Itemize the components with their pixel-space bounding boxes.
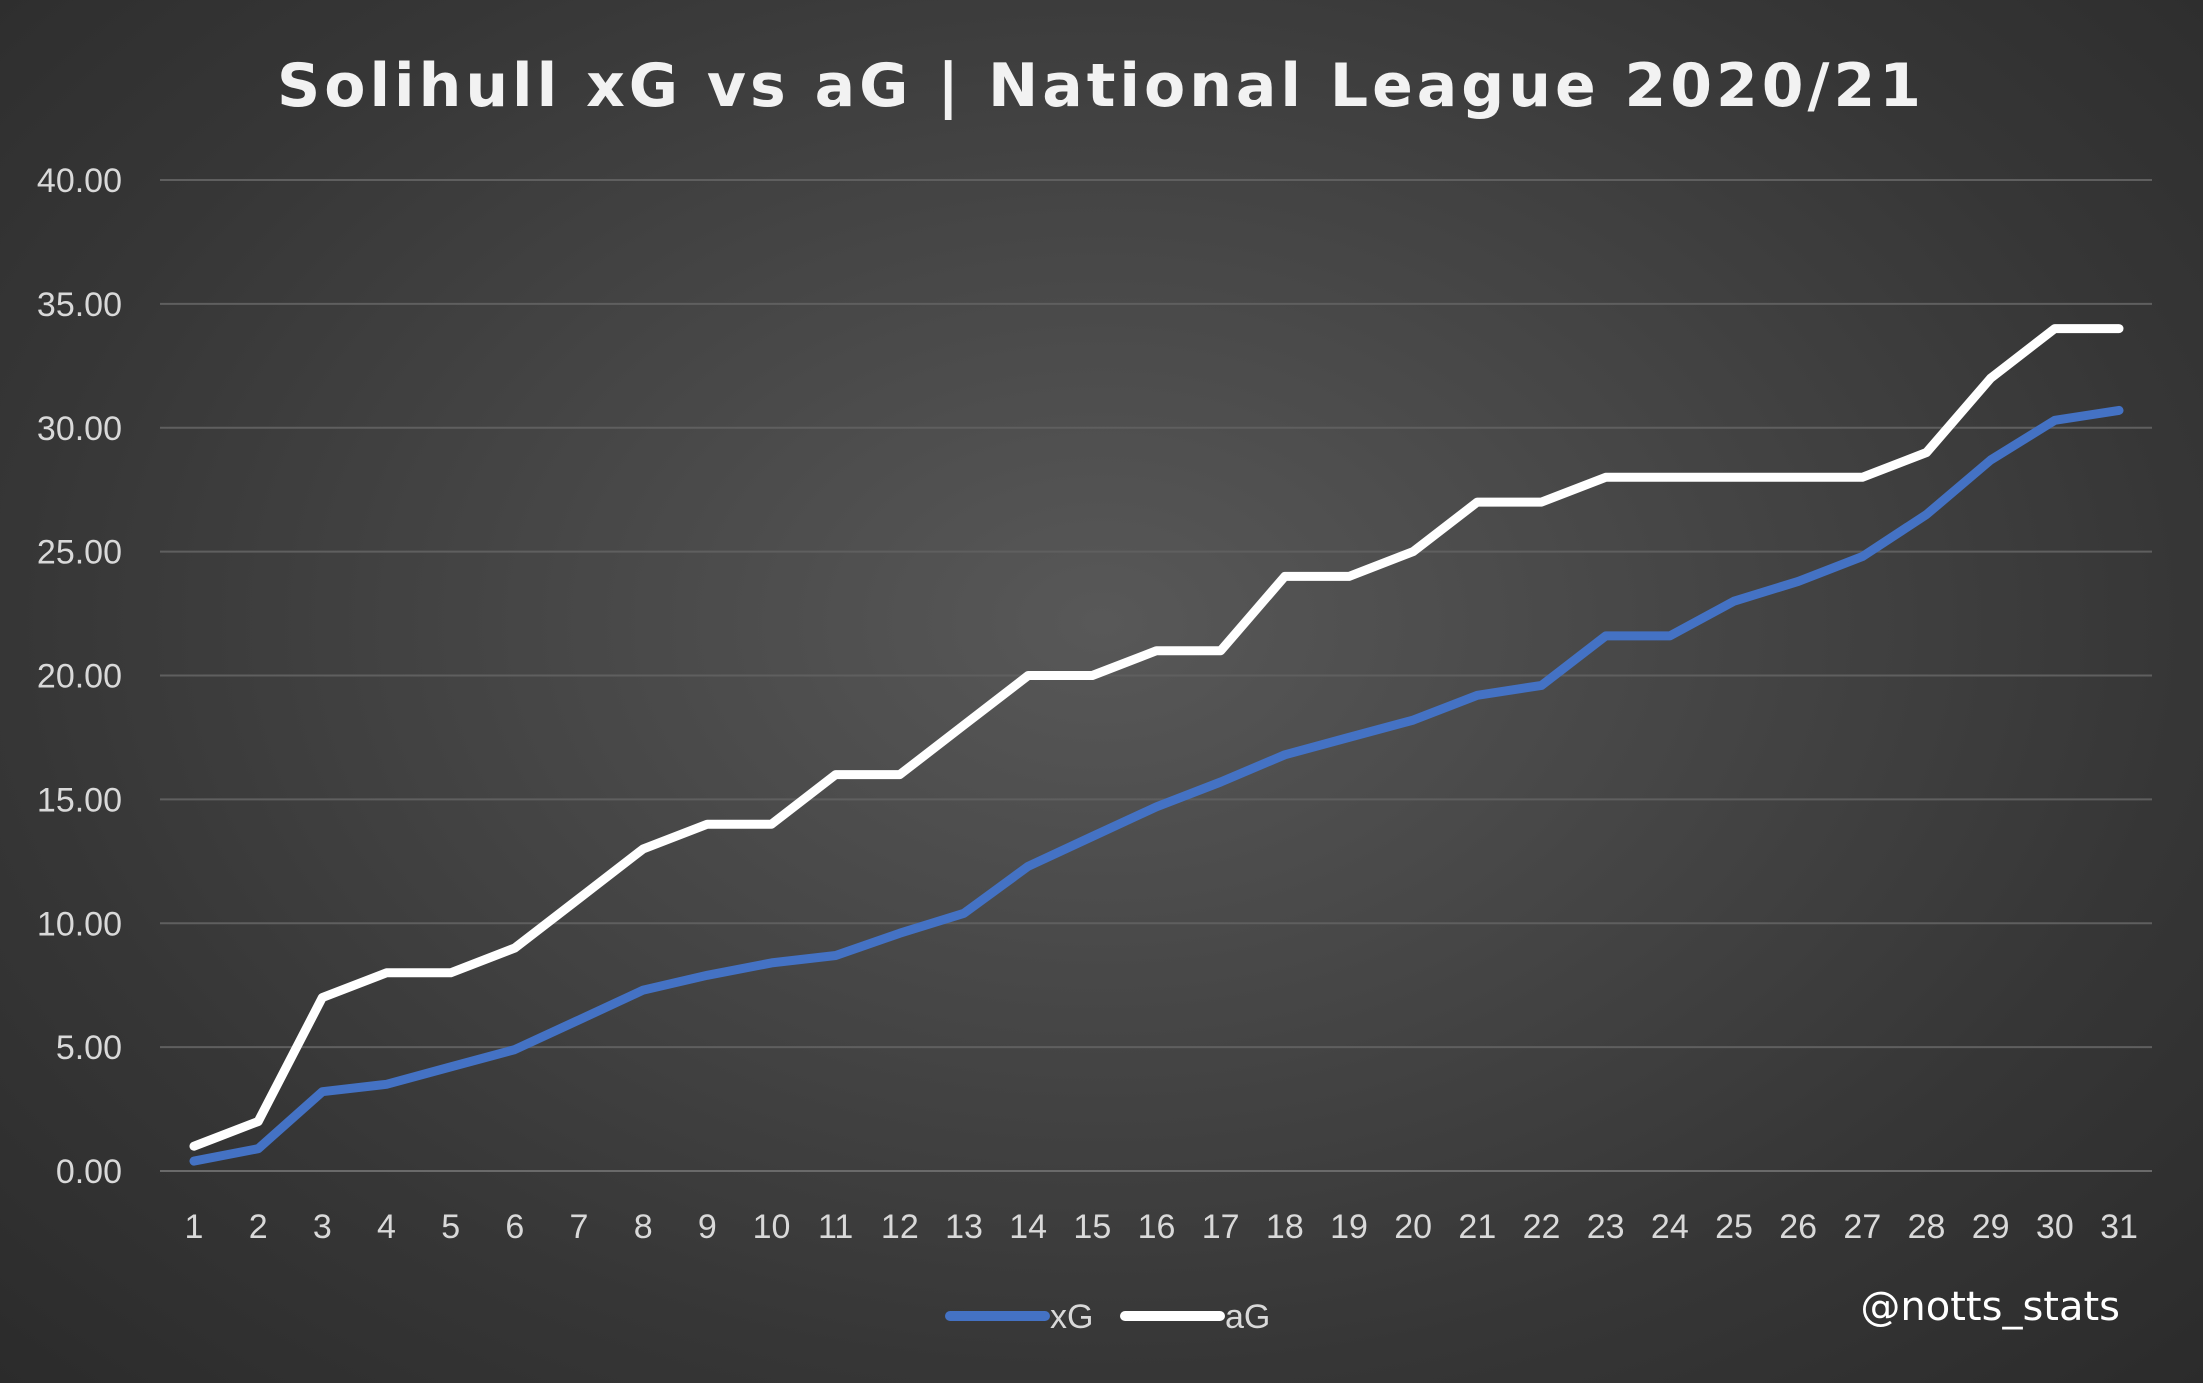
x-tick-label: 31: [2100, 1208, 2138, 1246]
x-tick-label: 4: [377, 1208, 396, 1246]
x-tick-label: 26: [1779, 1208, 1817, 1246]
y-tick-label: 35.00: [37, 286, 122, 324]
x-tick-label: 12: [881, 1208, 919, 1246]
legend-label-ag: aG: [1225, 1298, 1270, 1336]
x-tick-label: 11: [818, 1208, 853, 1246]
x-tick-label: 3: [313, 1208, 332, 1246]
x-tick-label: 24: [1651, 1208, 1689, 1246]
x-tick-label: 13: [945, 1208, 983, 1246]
x-tick-label: 7: [570, 1208, 589, 1246]
x-tick-label: 21: [1458, 1208, 1496, 1246]
y-tick-label: 0.00: [56, 1153, 122, 1191]
y-tick-label: 5.00: [56, 1029, 122, 1067]
y-axis-tick-labels: 0.00 5.00 10.00 15.00 20.00 25.00 30.00 35.00 40…: [37, 162, 122, 1191]
x-tick-label: 28: [1908, 1208, 1946, 1246]
x-axis-tick-labels: 1 2 3 4 5 6 7 8 9 10 11 12 13 14 15 16 17 18 19 20 21 22 23 24 2…: [185, 1208, 2138, 1246]
y-tick-label: 30.00: [37, 410, 122, 448]
x-tick-label: 23: [1587, 1208, 1625, 1246]
x-tick-label: 5: [441, 1208, 460, 1246]
chart-title: Solihull xG vs aG | National League 2020…: [277, 51, 1925, 121]
watermark-handle: @notts_stats: [1860, 1284, 2120, 1330]
gridlines: [160, 179, 2152, 1172]
x-tick-label: 18: [1266, 1208, 1304, 1246]
series-line-xg: [189, 405, 2124, 1166]
legend: xG aG: [945, 1298, 1270, 1336]
x-tick-label: 20: [1394, 1208, 1432, 1246]
series-line-ag: [189, 324, 2124, 1151]
series-lines: [189, 324, 2124, 1166]
x-tick-label: 10: [753, 1208, 791, 1246]
x-tick-label: 2: [249, 1208, 268, 1246]
x-tick-label: 8: [634, 1208, 653, 1246]
x-tick-label: 16: [1138, 1208, 1176, 1246]
y-tick-label: 10.00: [37, 905, 122, 943]
x-tick-label: 17: [1202, 1208, 1240, 1246]
x-tick-label: 22: [1523, 1208, 1561, 1246]
x-tick-label: 6: [505, 1208, 524, 1246]
x-tick-label: 25: [1715, 1208, 1753, 1246]
x-tick-label: 9: [698, 1208, 717, 1246]
y-tick-label: 15.00: [37, 781, 122, 819]
y-tick-label: 20.00: [37, 658, 122, 696]
x-tick-label: 1: [185, 1208, 204, 1246]
legend-label-xg: xG: [1050, 1298, 1093, 1336]
y-tick-label: 25.00: [37, 534, 122, 572]
x-tick-label: 27: [1843, 1208, 1881, 1246]
y-tick-label: 40.00: [37, 162, 122, 200]
x-tick-label: 14: [1009, 1208, 1047, 1246]
x-tick-label: 15: [1073, 1208, 1111, 1246]
x-tick-label: 30: [2036, 1208, 2074, 1246]
x-tick-label: 19: [1330, 1208, 1368, 1246]
x-tick-label: 29: [1972, 1208, 2010, 1246]
